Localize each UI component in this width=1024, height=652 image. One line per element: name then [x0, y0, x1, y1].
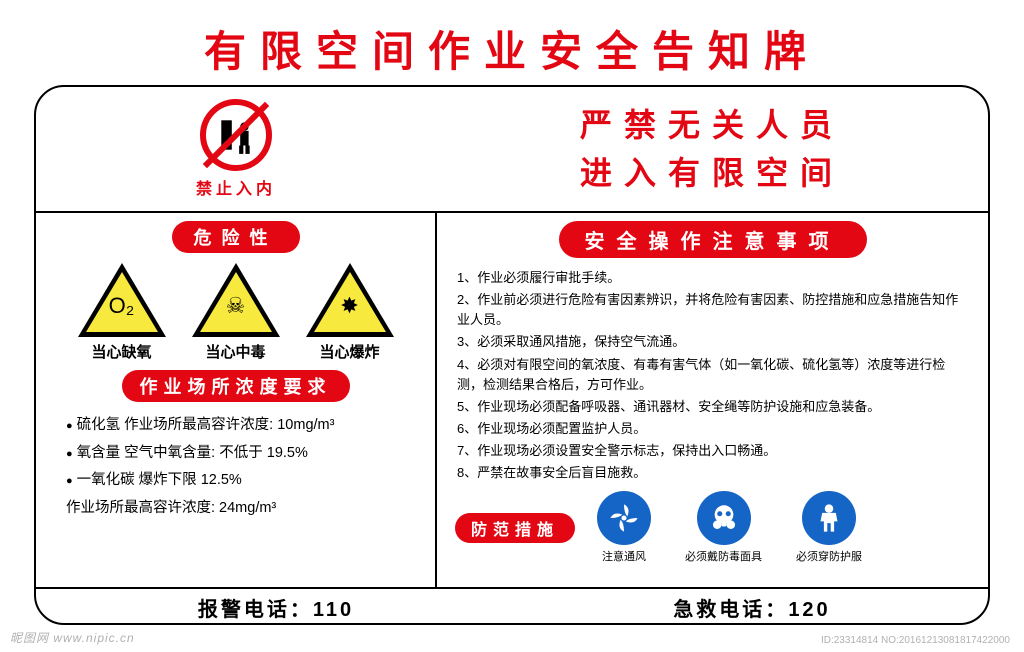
rule-item: 5、作业现场必须配备呼吸器、通讯器材、安全绳等防护设施和应急装备。: [457, 397, 970, 417]
left-column: 危险性 O₂ 当心缺氧 ☠ 当心中毒 ✸ 当心爆炸 作业场所浓度要求 硫化氢 作…: [36, 213, 435, 587]
aid-number: 120: [788, 599, 830, 621]
concentration-pill: 作业场所浓度要求: [122, 370, 350, 402]
prevention-pill: 防范措施: [455, 513, 575, 543]
hazard-label: 当心中毒: [205, 341, 265, 362]
alarm-phone: 报警电话：110: [36, 593, 516, 622]
warning-triangle-icon: ✸: [306, 263, 394, 337]
aid-label: 急救电话：: [673, 599, 788, 621]
watermark-right: ID:23314814 NO:20161213081817422000: [821, 635, 1010, 646]
aid-phone: 急救电话：120: [516, 593, 988, 622]
hazard-oxygen: O₂ 当心缺氧: [78, 263, 166, 362]
blue-icons-row: 注意通风 必须戴防毒面具 必须穿防护服: [597, 491, 862, 564]
bottom-strip: 报警电话：110 急救电话：120: [36, 587, 988, 625]
safety-board: 禁止入内 严禁无关人员 进入有限空间 危险性 O₂ 当心缺氧 ☠ 当心中毒 ✸: [34, 85, 990, 625]
icon-label: 必须穿防护服: [796, 548, 862, 564]
right-column: 安全操作注意事项 1、作业必须履行审批手续。 2、作业前必须进行危险有害因素辨识…: [437, 213, 988, 587]
top-right-warning: 严禁无关人员 进入有限空间: [436, 87, 988, 211]
list-item: 硫化氢 作业场所最高容许浓度: 10mg/m³: [66, 412, 334, 440]
icon-label: 必须戴防毒面具: [685, 548, 762, 564]
hazard-explosion: ✸ 当心爆炸: [306, 263, 394, 362]
rule-item: 3、必须采取通风措施，保持空气流通。: [457, 332, 970, 352]
noentry-label: 禁止入内: [196, 175, 276, 199]
alarm-label: 报警电话：: [198, 599, 313, 621]
danger-pill: 危险性: [172, 221, 300, 253]
list-item: 作业场所最高容许浓度: 24mg/m³: [66, 495, 334, 523]
warn-line2: 进入有限空间: [580, 149, 844, 197]
rules-list: 1、作业必须履行审批手续。 2、作业前必须进行危险有害因素辨识，并将危险有害因素…: [455, 268, 970, 485]
watermark-left: 昵图网 www.nipic.cn: [10, 629, 135, 646]
fan-icon: [597, 491, 651, 545]
ventilation-item: 注意通风: [597, 491, 651, 564]
warning-triangle-icon: O₂: [78, 263, 166, 337]
list-item: 氧含量 空气中氧含量: 不低于 19.5%: [66, 440, 334, 468]
hazard-label: 当心缺氧: [91, 341, 151, 362]
warning-triangle-icon: ☠: [192, 263, 280, 337]
suit-item: 必须穿防护服: [796, 491, 862, 564]
rule-item: 4、必须对有限空间的氧浓度、有毒有害气体（如一氧化碳、硫化氢等）浓度等进行检测，…: [457, 355, 970, 395]
gasmask-icon: [697, 491, 751, 545]
rule-item: 2、作业前必须进行危险有害因素辨识，并将危险有害因素、防控措施和应急措施告知作业…: [457, 290, 970, 330]
icon-label: 注意通风: [602, 548, 646, 564]
middle-area: 危险性 O₂ 当心缺氧 ☠ 当心中毒 ✸ 当心爆炸 作业场所浓度要求 硫化氢 作…: [36, 213, 988, 587]
noentry-icon: [200, 99, 272, 171]
alarm-number: 110: [313, 599, 354, 621]
hazard-label: 当心爆炸: [319, 341, 379, 362]
ops-pill: 安全操作注意事项: [559, 221, 867, 258]
hazard-row: O₂ 当心缺氧 ☠ 当心中毒 ✸ 当心爆炸: [78, 263, 394, 362]
concentration-list: 硫化氢 作业场所最高容许浓度: 10mg/m³ 氧含量 空气中氧含量: 不低于 …: [50, 412, 334, 522]
rule-item: 1、作业必须履行审批手续。: [457, 268, 970, 288]
list-item: 一氧化碳 爆炸下限 12.5%: [66, 467, 334, 495]
protective-suit-icon: [802, 491, 856, 545]
warn-line1: 严禁无关人员: [580, 101, 844, 149]
rule-item: 7、作业现场必须设置安全警示标志，保持出入口畅通。: [457, 441, 970, 461]
mask-item: 必须戴防毒面具: [685, 491, 762, 564]
top-left-noentry: 禁止入内: [36, 87, 436, 211]
hazard-poison: ☠ 当心中毒: [192, 263, 280, 362]
prevention-row: 防范措施 注意通风 必须戴防毒面具: [455, 491, 970, 564]
rule-item: 8、严禁在故事安全后盲目施救。: [457, 463, 970, 483]
rule-item: 6、作业现场必须配置监护人员。: [457, 419, 970, 439]
top-strip: 禁止入内 严禁无关人员 进入有限空间: [36, 87, 988, 213]
page-title: 有限空间作业安全告知牌: [0, 0, 1024, 85]
